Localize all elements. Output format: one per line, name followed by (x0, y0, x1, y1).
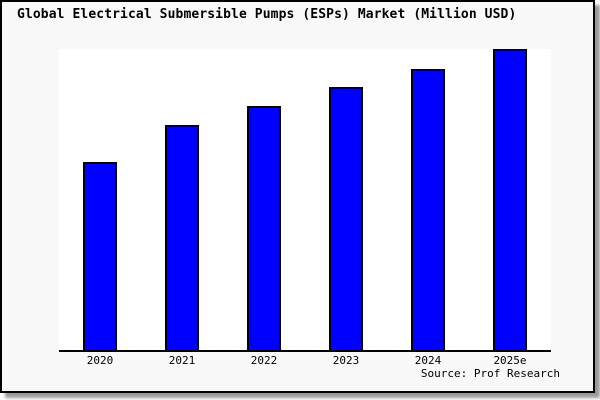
bar-slot (305, 49, 387, 350)
chart-title: Global Electrical Submersible Pumps (ESP… (17, 7, 517, 22)
bar-slot (387, 49, 469, 350)
bar-2023 (329, 86, 363, 350)
bar-2025e (493, 49, 527, 350)
x-tick-label: 2021 (168, 354, 196, 367)
bar-slot (141, 49, 223, 350)
x-tick-label: 2024 (414, 354, 442, 367)
bar-2024 (411, 68, 445, 350)
source-label: Source: Prof Research (420, 367, 560, 380)
bar-2020 (83, 161, 117, 350)
bar-slot (469, 49, 551, 350)
x-tick-label: 2025e (493, 354, 527, 367)
bar-2021 (165, 124, 199, 350)
x-tick-label: 2020 (86, 354, 114, 367)
plot-area (59, 49, 551, 352)
x-tick-label: 2022 (250, 354, 278, 367)
bar-slot (59, 49, 141, 350)
bar-slot (223, 49, 305, 350)
bar-2022 (247, 105, 281, 350)
x-axis-labels: 2020 2021 2022 2023 2024 2025e (59, 354, 551, 367)
chart-window: Global Electrical Submersible Pumps (ESP… (0, 0, 595, 393)
x-tick-label: 2023 (332, 354, 360, 367)
